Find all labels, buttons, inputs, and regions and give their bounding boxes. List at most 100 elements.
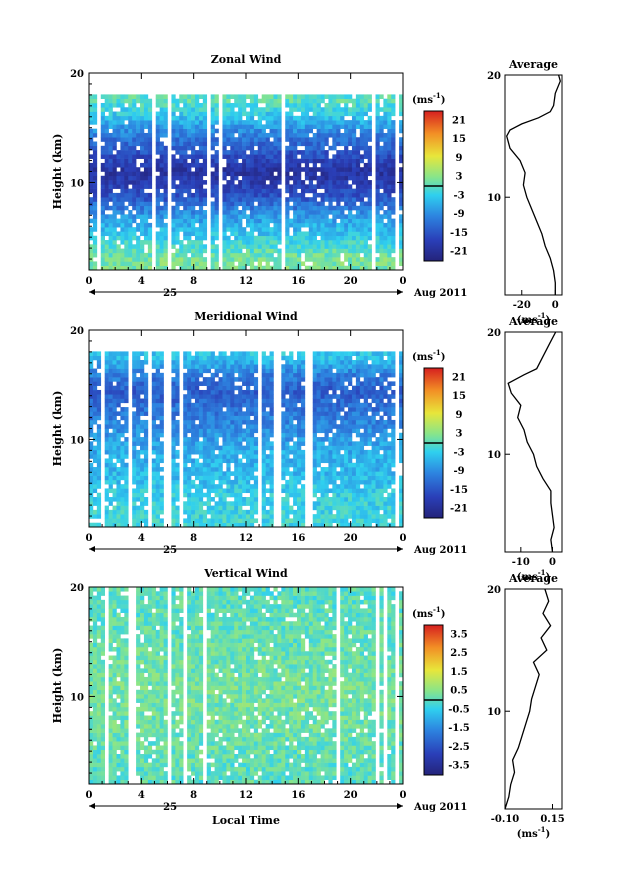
heatmap-cell — [128, 261, 133, 267]
heatmap-cell — [308, 175, 314, 181]
heatmap-cell — [183, 449, 188, 455]
heatmap-cell — [191, 445, 196, 451]
heatmap-cell — [132, 415, 137, 421]
heatmap-cell — [249, 244, 255, 249]
heatmap-cell — [344, 102, 349, 108]
heatmap-cell — [120, 128, 125, 134]
heatmap-cell — [238, 107, 243, 112]
heatmap-cell — [289, 407, 294, 412]
heatmap-cell — [226, 171, 231, 177]
heatmap-cell — [261, 210, 266, 215]
heatmap-cell — [312, 175, 317, 181]
heatmap-cell — [265, 214, 270, 219]
heatmap-cell — [171, 355, 176, 361]
heatmap-cell — [155, 124, 160, 129]
heatmap-cell — [124, 227, 129, 232]
heatmap-cell — [399, 175, 404, 181]
heatmap-cell — [187, 454, 192, 459]
heatmap-cell — [269, 492, 274, 498]
heatmap-cell — [202, 180, 208, 185]
heatmap-cell — [175, 137, 180, 142]
heatmap-cell — [238, 137, 243, 142]
heatmap-cell — [332, 492, 337, 498]
heatmap-cell — [151, 364, 157, 369]
heatmap-cell — [155, 257, 160, 262]
heatmap-cell — [143, 98, 149, 104]
heatmap-cell — [265, 518, 270, 524]
heatmap-cell — [230, 437, 235, 442]
heatmap-cell — [253, 252, 259, 258]
panel-title: Meridional Wind — [194, 310, 298, 323]
heatmap-cell — [340, 205, 345, 211]
heatmap-cell — [269, 522, 274, 528]
heatmap-cell — [242, 419, 247, 425]
heatmap-cell — [191, 180, 196, 185]
heatmap-cell — [198, 171, 204, 177]
heatmap-cell — [116, 475, 121, 481]
heatmap-cell — [300, 98, 306, 104]
heatmap-cell — [140, 162, 145, 168]
heatmap-cell — [363, 261, 368, 267]
heatmap-cell — [151, 484, 157, 489]
heatmap-cell — [116, 235, 121, 241]
heatmap-cell — [293, 364, 298, 369]
heatmap-cell — [340, 240, 345, 245]
heatmap-cell — [238, 505, 243, 511]
heatmap-cell — [194, 467, 200, 472]
heatmap-cell — [261, 115, 266, 121]
heatmap-cell — [293, 201, 298, 207]
heatmap-cell — [143, 240, 149, 245]
heatmap-cell — [226, 471, 231, 476]
heatmap-cell — [210, 158, 215, 164]
heatmap-cell — [155, 261, 160, 267]
heatmap-cell — [332, 419, 337, 425]
heatmap-cell — [340, 377, 345, 382]
heatmap-cell — [261, 419, 266, 425]
heatmap-cell — [297, 458, 302, 464]
heatmap-cell — [206, 428, 211, 434]
heatmap-cell — [159, 167, 164, 172]
heatmap-cell — [340, 419, 345, 425]
heatmap-cell — [379, 261, 384, 267]
heatmap-cell — [143, 150, 149, 155]
heatmap-cell — [124, 514, 129, 519]
heatmap-cell — [140, 509, 145, 515]
heatmap-cell — [351, 192, 357, 198]
heatmap-cell — [300, 120, 306, 125]
heatmap-cell — [143, 162, 149, 168]
heatmap-cell — [140, 154, 145, 159]
heatmap-cell — [351, 488, 357, 494]
heatmap-cell — [136, 355, 141, 361]
heatmap-cell — [112, 205, 117, 211]
heatmap-cell — [285, 222, 290, 228]
heatmap-cell — [104, 509, 109, 515]
heatmap-cell — [112, 218, 117, 224]
heatmap-cell — [202, 415, 208, 421]
heatmap-cell — [332, 432, 337, 438]
heatmap-cell — [293, 475, 298, 481]
heatmap-cell — [336, 364, 341, 369]
heatmap-cell — [214, 205, 219, 211]
heatmap-cell — [320, 120, 325, 125]
heatmap-cell — [187, 385, 192, 391]
heatmap-cell — [151, 424, 157, 429]
heatmap-cell — [171, 492, 176, 498]
heatmap-cell — [320, 394, 325, 399]
heatmap-cell — [89, 107, 94, 112]
heatmap-cell — [218, 368, 223, 374]
heatmap-cell — [348, 372, 353, 378]
heatmap-cell — [132, 505, 137, 511]
heatmap-cell — [171, 467, 176, 472]
heatmap-cell — [92, 514, 98, 519]
heatmap-cell — [265, 381, 270, 386]
heatmap-cell — [320, 137, 325, 142]
heatmap-cell — [304, 141, 310, 147]
heatmap-cell — [340, 505, 345, 511]
heatmap-cell — [348, 201, 353, 207]
heatmap-cell — [316, 128, 321, 134]
heatmap-cell — [242, 192, 247, 198]
heatmap-cell — [128, 248, 133, 254]
heatmap-cell — [108, 402, 113, 408]
heatmap-cell — [320, 94, 325, 99]
heatmap-cell — [191, 518, 196, 524]
